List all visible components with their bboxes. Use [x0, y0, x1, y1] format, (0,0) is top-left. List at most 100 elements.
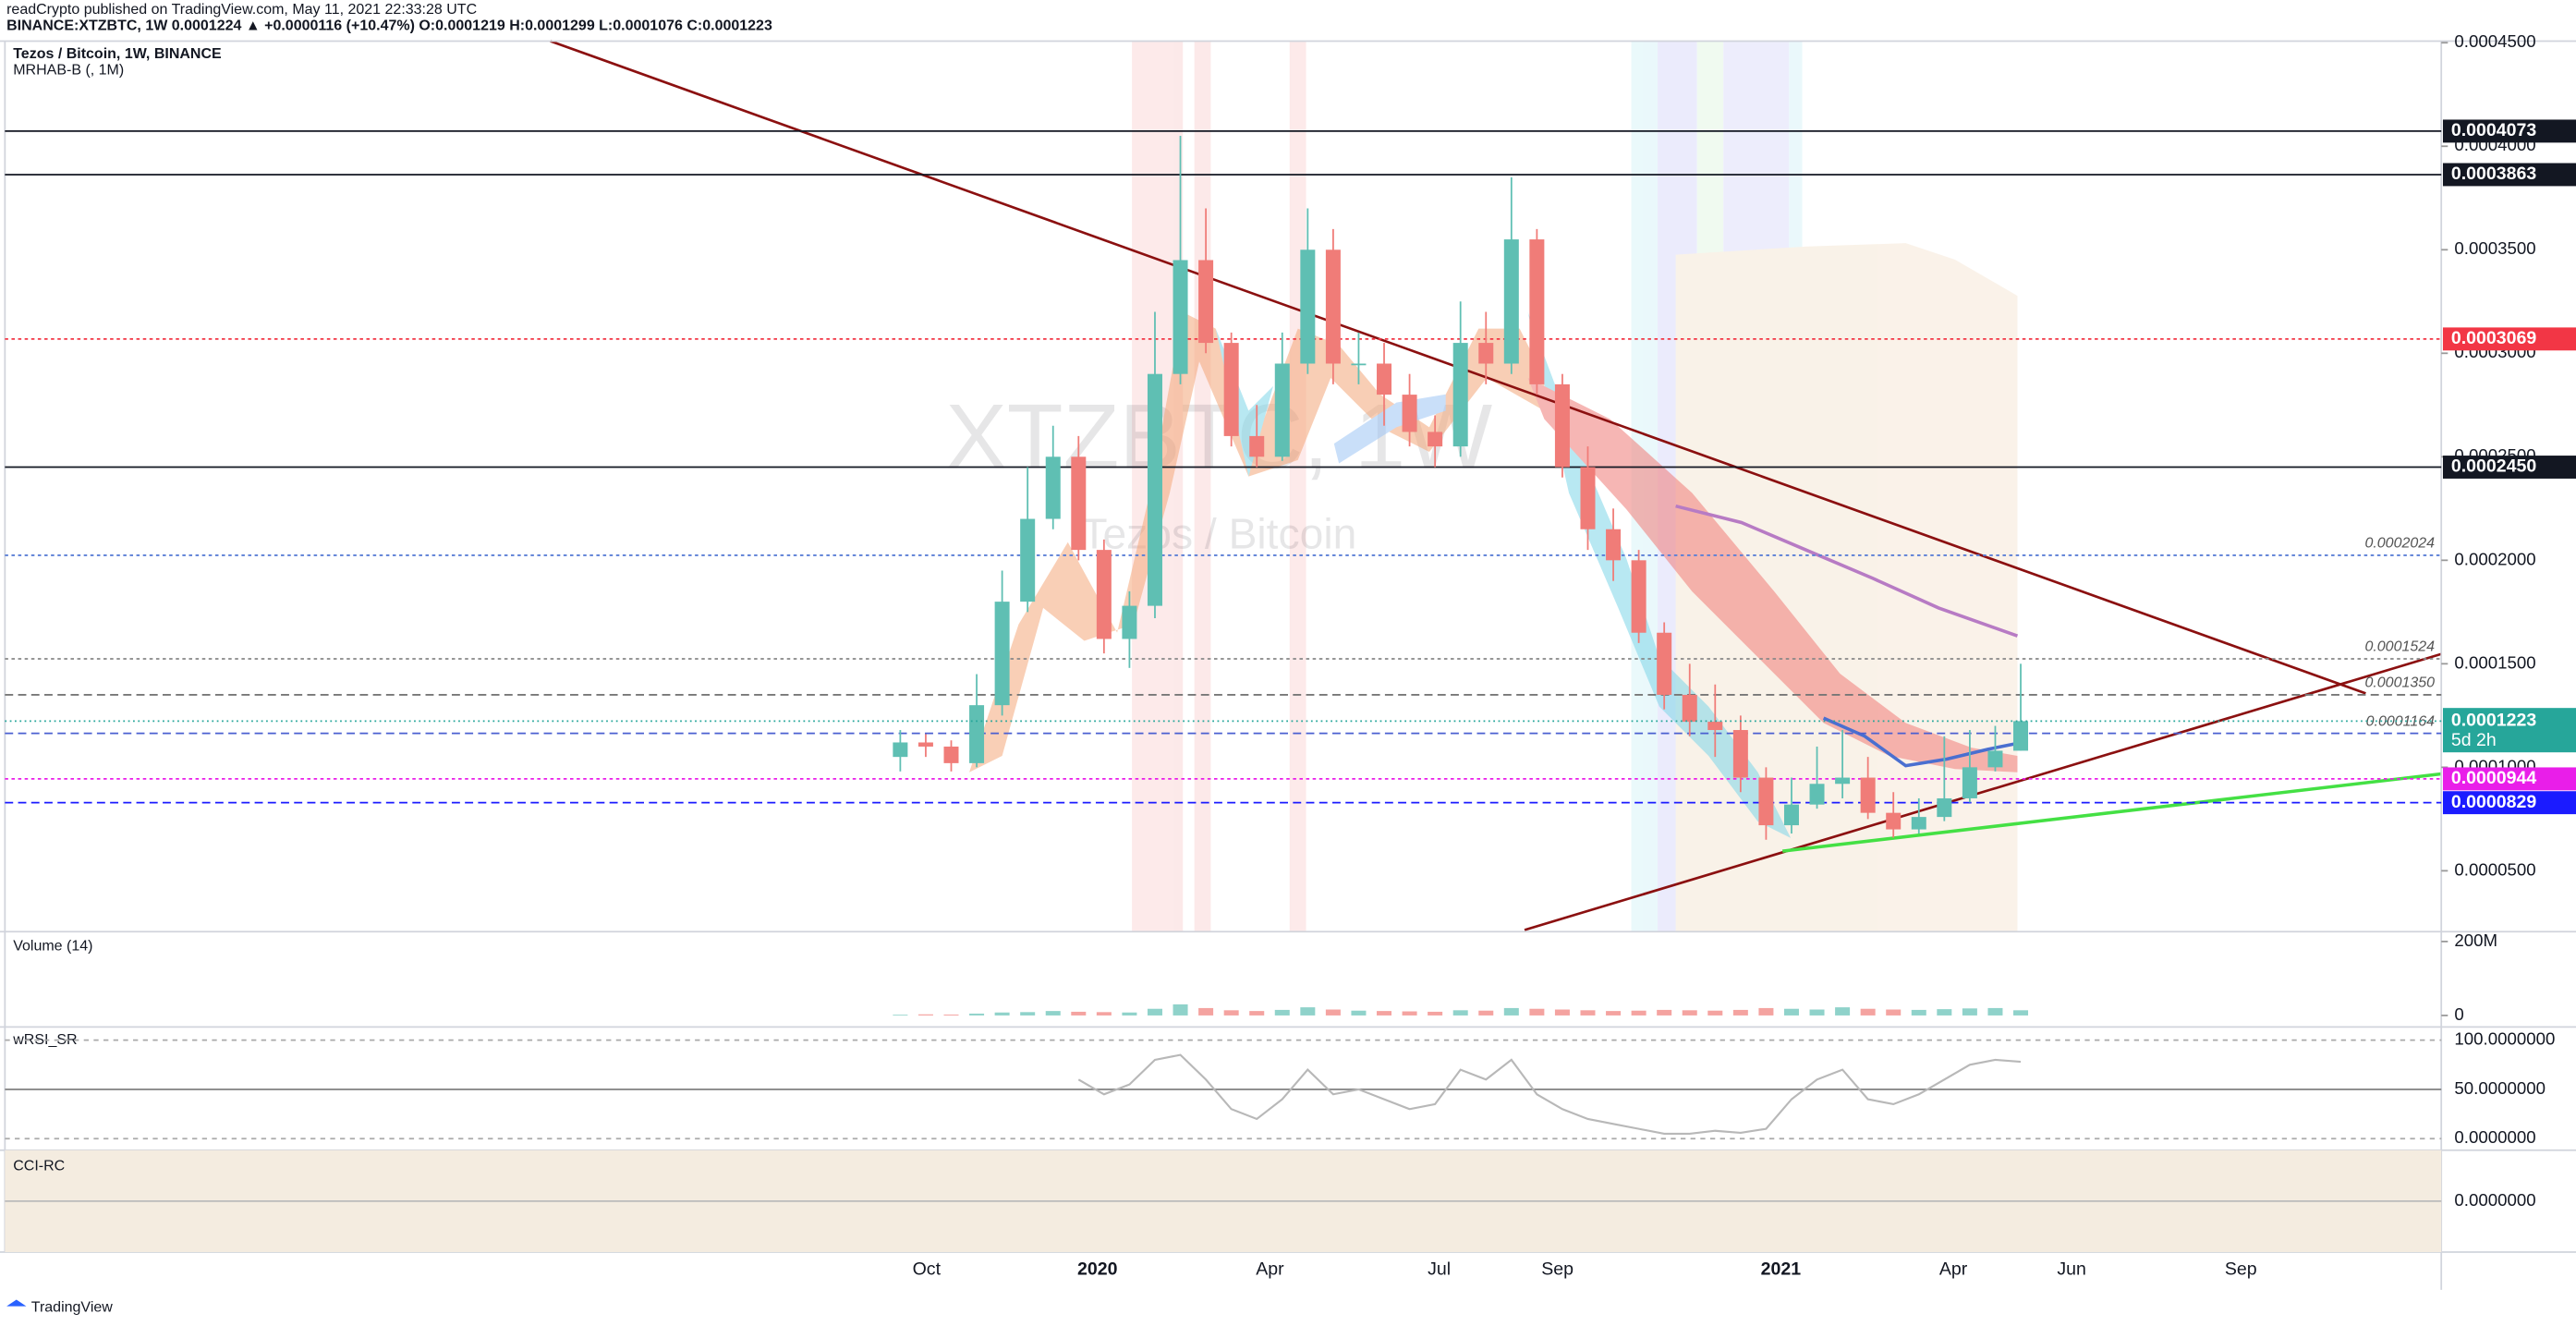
price-label-box: [2442, 791, 2576, 815]
volume-bar: [969, 1013, 985, 1016]
volume-bar: [1020, 1012, 1036, 1016]
x-tick-label: Jul: [1428, 1259, 1451, 1280]
moving-average: [1675, 504, 2019, 638]
volume-bar: [994, 1012, 1010, 1016]
volume-title: Volume (14): [13, 938, 92, 954]
candle-body: [1682, 694, 1697, 723]
volume-bar: [893, 1015, 908, 1016]
last-price-label: 0.0001223: [2451, 711, 2537, 731]
candle-body: [1707, 722, 1723, 731]
legend-indicator: MRHAB-B (, 1M): [13, 63, 124, 79]
volume-bar: [1758, 1007, 1774, 1016]
candle-body: [1478, 343, 1494, 364]
volume-bar: [1147, 1008, 1162, 1016]
candle-body: [1809, 784, 1825, 805]
wrsi-line: [1077, 1053, 2022, 1136]
candle-body: [1937, 797, 1952, 818]
y-tick-label: 0.0000500: [2454, 859, 2535, 879]
volume-bar: [1657, 1009, 1672, 1016]
volume-bar: [1911, 1009, 1926, 1016]
x-tick-label: Apr: [1256, 1259, 1284, 1280]
volume-bar: [1300, 1007, 1316, 1016]
volume-bar: [1503, 1007, 1519, 1016]
x-tick-label: 2020: [1077, 1259, 1118, 1280]
candle-body: [1122, 605, 1137, 639]
candle-body: [1377, 363, 1392, 395]
logo: [6, 1299, 27, 1307]
y-tick-label: 0: [2454, 1004, 2463, 1024]
candle-body: [1274, 363, 1290, 457]
volume-bar: [917, 1014, 933, 1016]
price-label: 0.0000829: [2451, 792, 2537, 812]
volume-bar: [1732, 1009, 1748, 1016]
price-label: 0.0003069: [2451, 328, 2537, 348]
volume-bar: [1071, 1011, 1087, 1016]
volume-bar: [1402, 1011, 1417, 1016]
candle-body: [1783, 804, 1799, 826]
volume-bar: [1452, 1010, 1468, 1016]
publisher: readCrypto published on TradingView.com,…: [6, 2, 477, 18]
candle-body: [1198, 260, 1214, 344]
volume-bar: [1274, 1009, 1290, 1016]
candle-body: [1452, 343, 1468, 447]
volume-bar: [1198, 1007, 1214, 1016]
candle-body: [1020, 518, 1036, 602]
volume-bar: [1580, 1010, 1596, 1016]
candle-body: [1071, 456, 1087, 551]
trend-line: [1781, 772, 2442, 853]
cci-title: CCI-RC: [13, 1159, 65, 1174]
watermark-name: Tezos / Bitcoin: [1081, 510, 1356, 558]
candle-body: [1096, 550, 1112, 639]
candle-body: [1631, 560, 1646, 633]
price-label-box: [2442, 327, 2576, 351]
candle-body: [1835, 777, 1851, 785]
price-label: 0.0002024: [2364, 536, 2435, 552]
candle-body: [917, 742, 933, 747]
candle-body: [1045, 456, 1061, 519]
price-label-box: [2442, 456, 2576, 479]
volume-bar: [1937, 1009, 1952, 1016]
volume-bar: [1962, 1008, 1977, 1016]
candle-body: [1325, 249, 1341, 364]
volume-bar: [1631, 1010, 1646, 1016]
footer: TradingView: [31, 1300, 113, 1316]
volume-bar: [2013, 1010, 2029, 1016]
candle-body: [2013, 721, 2029, 751]
price-label: 0.0002450: [2451, 456, 2537, 477]
volume-bar: [1554, 1009, 1570, 1016]
volume-bar: [943, 1014, 959, 1016]
volume-bar: [1707, 1010, 1723, 1016]
candle-body: [1249, 435, 1265, 457]
volume-bar: [1860, 1008, 1876, 1016]
price-label: 0.0003863: [2451, 164, 2537, 184]
volume-bar: [1249, 1011, 1265, 1016]
quote: BINANCE:XTZBTC, 1W 0.0001224 ▲ +0.000011…: [6, 18, 772, 34]
trend-line: [1524, 652, 2442, 931]
y-tick-label: 0.0004500: [2454, 31, 2535, 51]
x-tick-label: 2021: [1761, 1259, 1802, 1280]
legend-symbol: Tezos / Bitcoin, 1W, BINANCE: [13, 46, 222, 62]
candle-body: [1860, 777, 1876, 813]
candle-body: [1987, 750, 2003, 768]
x-tick-label: Oct: [913, 1259, 942, 1280]
volume-bar: [1223, 1010, 1239, 1016]
y-tick-label: 0.0000000: [2454, 1190, 2535, 1210]
volume-bar: [1478, 1010, 1494, 1016]
volume-bar: [1886, 1009, 1902, 1016]
x-tick-label: Apr: [1939, 1259, 1968, 1280]
candle-body: [943, 746, 959, 763]
y-tick-label: 0.0003500: [2454, 238, 2535, 258]
countdown: 5d 2h: [2451, 730, 2497, 750]
price-label-box: [2442, 119, 2576, 143]
candle-body: [1503, 239, 1519, 364]
x-tick-label: Jun: [2057, 1259, 2086, 1280]
volume-bar: [1096, 1012, 1112, 1016]
candle-body: [893, 742, 908, 758]
candle-body: [1962, 767, 1977, 798]
volume-bar: [1173, 1004, 1188, 1016]
candle-body: [1428, 432, 1443, 447]
candle-body: [1554, 383, 1570, 468]
candle-body: [1886, 812, 1902, 830]
